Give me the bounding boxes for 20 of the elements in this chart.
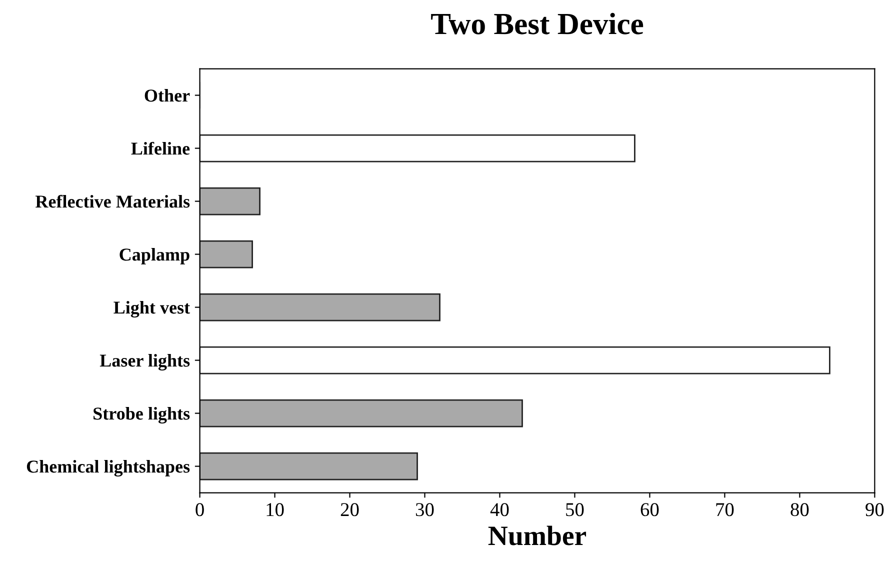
x-axis-title: Number [488, 526, 586, 546]
y-tick-label: Reflective Materials [35, 194, 190, 208]
x-tick-label: 10 [266, 503, 284, 516]
x-tick-label: 80 [790, 503, 809, 516]
y-tick-label: Caplamp [120, 248, 190, 264]
x-tick-label: 90 [866, 503, 884, 516]
x-tick-label: 30 [416, 503, 434, 516]
x-tick-label: 0 [196, 503, 204, 516]
y-tick-label: Chemical lightshapes [26, 460, 190, 477]
x-tick-label: 60 [640, 503, 659, 516]
x-tick-label: 40 [490, 503, 509, 516]
y-tick-label: Laser lights [100, 354, 190, 371]
x-tick-label: 20 [340, 503, 359, 516]
y-tick-label: Light vest [114, 301, 190, 318]
chart-title: Two Best Device [431, 12, 644, 34]
y-tick-label: Strobe lights [94, 407, 190, 424]
y-tick-label: Lifeline [131, 142, 190, 155]
x-tick-label: 70 [716, 503, 734, 516]
y-tick-label: Other [144, 88, 190, 102]
x-tick-label: 50 [566, 503, 584, 516]
